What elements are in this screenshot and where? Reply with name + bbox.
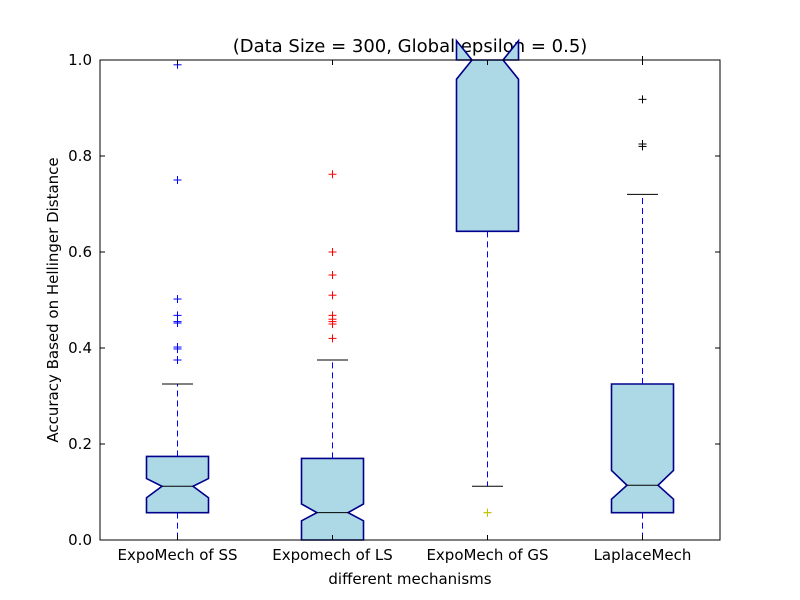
flier-point xyxy=(173,295,182,304)
y-axis: 0.0 0.2 0.4 0.6 0.8 1.0 xyxy=(68,51,720,549)
box-group xyxy=(610,56,675,541)
y-tick-label: 0.8 xyxy=(68,147,92,165)
y-tick-label: 0.4 xyxy=(68,339,92,357)
flier-point xyxy=(328,170,337,179)
x-tick-label: LaplaceMech xyxy=(594,546,692,564)
y-axis-label: Accuracy Based on Hellinger Distance xyxy=(44,157,62,442)
flier-point xyxy=(328,291,337,300)
x-axis: ExpoMech of SS Expomech of LS ExpoMech of … xyxy=(117,60,691,564)
y-tick-label: 0.2 xyxy=(68,435,92,453)
box xyxy=(145,455,210,514)
flier-point xyxy=(173,356,182,364)
y-tick-label: 0.0 xyxy=(68,531,92,549)
flier-point xyxy=(328,334,337,343)
plot-frame xyxy=(99,59,721,541)
box xyxy=(455,38,520,233)
flier-point xyxy=(173,319,182,328)
x-tick-label: Expomech of LS xyxy=(272,546,393,564)
box-group xyxy=(300,170,365,541)
flier-point xyxy=(328,248,337,256)
y-tick-label: 0.6 xyxy=(68,243,92,261)
flier-point xyxy=(638,142,647,151)
x-tick-label: ExpoMech of SS xyxy=(117,546,237,564)
box-group xyxy=(455,38,520,517)
flier-point xyxy=(328,271,337,280)
flier-point xyxy=(328,320,337,328)
box-group xyxy=(145,60,210,541)
y-tick-label: 1.0 xyxy=(68,51,92,69)
x-tick-label: ExpoMech of GS xyxy=(426,546,548,564)
box xyxy=(300,457,365,541)
flier-point xyxy=(483,508,492,517)
plot-area xyxy=(145,38,675,541)
chart-title: (Data Size = 300, Global epsilon = 0.5) xyxy=(233,36,588,57)
x-axis-label: different mechanisms xyxy=(328,570,491,588)
flier-point xyxy=(173,176,182,184)
flier-point xyxy=(173,344,182,353)
flier-point xyxy=(638,95,647,104)
box xyxy=(610,383,675,514)
